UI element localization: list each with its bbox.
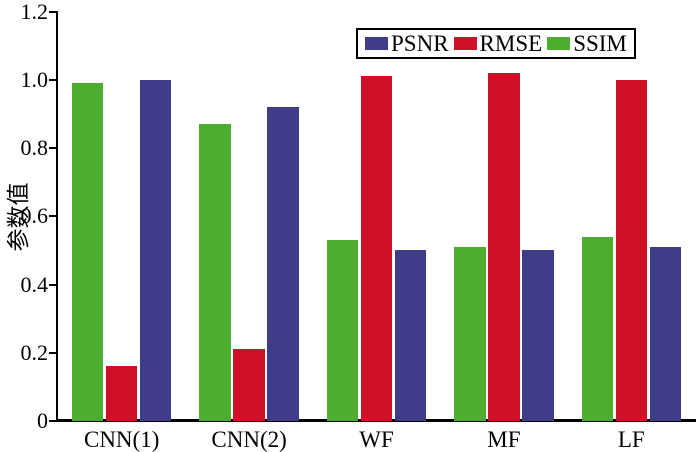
y-tick-label-0-2: 0.2	[20, 339, 49, 365]
legend-item-psnr: PSNR	[365, 30, 449, 57]
y-tick-1-2	[49, 10, 56, 13]
bar-ssim-cnn-1	[71, 83, 104, 421]
legend-swatch-ssim	[547, 37, 571, 50]
x-label-cnn-2: CNN(2)	[211, 427, 287, 452]
legend-swatch-psnr	[365, 37, 388, 50]
legend-label-psnr: PSNR	[391, 31, 449, 56]
x-label-cnn-1: CNN(1)	[83, 427, 160, 452]
legend-label-ssim: SSIM	[573, 31, 627, 56]
y-tick-0-4	[49, 283, 56, 286]
bar-rmse-wf	[360, 76, 393, 421]
y-tick-label-1-2: 1.2	[20, 0, 49, 24]
y-tick-1-0	[49, 78, 56, 81]
bar-rmse-mf	[488, 72, 520, 421]
y-axis-line	[56, 11, 58, 421]
bar-ssim-cnn-2	[199, 124, 231, 421]
y-tick-label-1-0: 1.0	[20, 66, 49, 92]
bar-psnr-wf	[394, 250, 427, 421]
legend-box: PSNR RMSE SSIM	[356, 28, 636, 59]
x-label-mf: MF	[487, 427, 521, 452]
bar-rmse-lf	[615, 79, 648, 421]
legend-swatch-rmse	[453, 37, 477, 50]
y-tick-label-0-6: 0.6	[20, 203, 49, 229]
y-tick-label-0: 0	[37, 408, 48, 433]
y-tick-0-6	[49, 215, 56, 218]
bar-psnr-cnn-1	[139, 79, 172, 421]
bar-psnr-lf	[649, 246, 682, 421]
bar-ssim-wf	[326, 240, 359, 421]
bar-psnr-cnn-2	[267, 107, 299, 421]
y-tick-label-0-8: 0.8	[20, 135, 49, 160]
y-tick-0-8	[49, 147, 56, 149]
bar-rmse-cnn-2	[233, 349, 265, 421]
x-label-wf: WF	[359, 427, 394, 452]
bar-rmse-cnn-1	[105, 366, 138, 421]
legend-item-rmse: RMSE	[453, 30, 543, 57]
y-tick-0-2	[49, 351, 56, 354]
x-label-lf: LF	[617, 427, 645, 452]
y-tick-label-0-4: 0.4	[20, 271, 49, 297]
bar-psnr-mf	[522, 250, 554, 421]
bar-ssim-lf	[581, 236, 614, 421]
legend-label-rmse: RMSE	[479, 31, 543, 56]
legend-item-ssim: SSIM	[547, 30, 627, 57]
y-tick-0	[49, 420, 56, 422]
bar-ssim-mf	[454, 246, 486, 421]
